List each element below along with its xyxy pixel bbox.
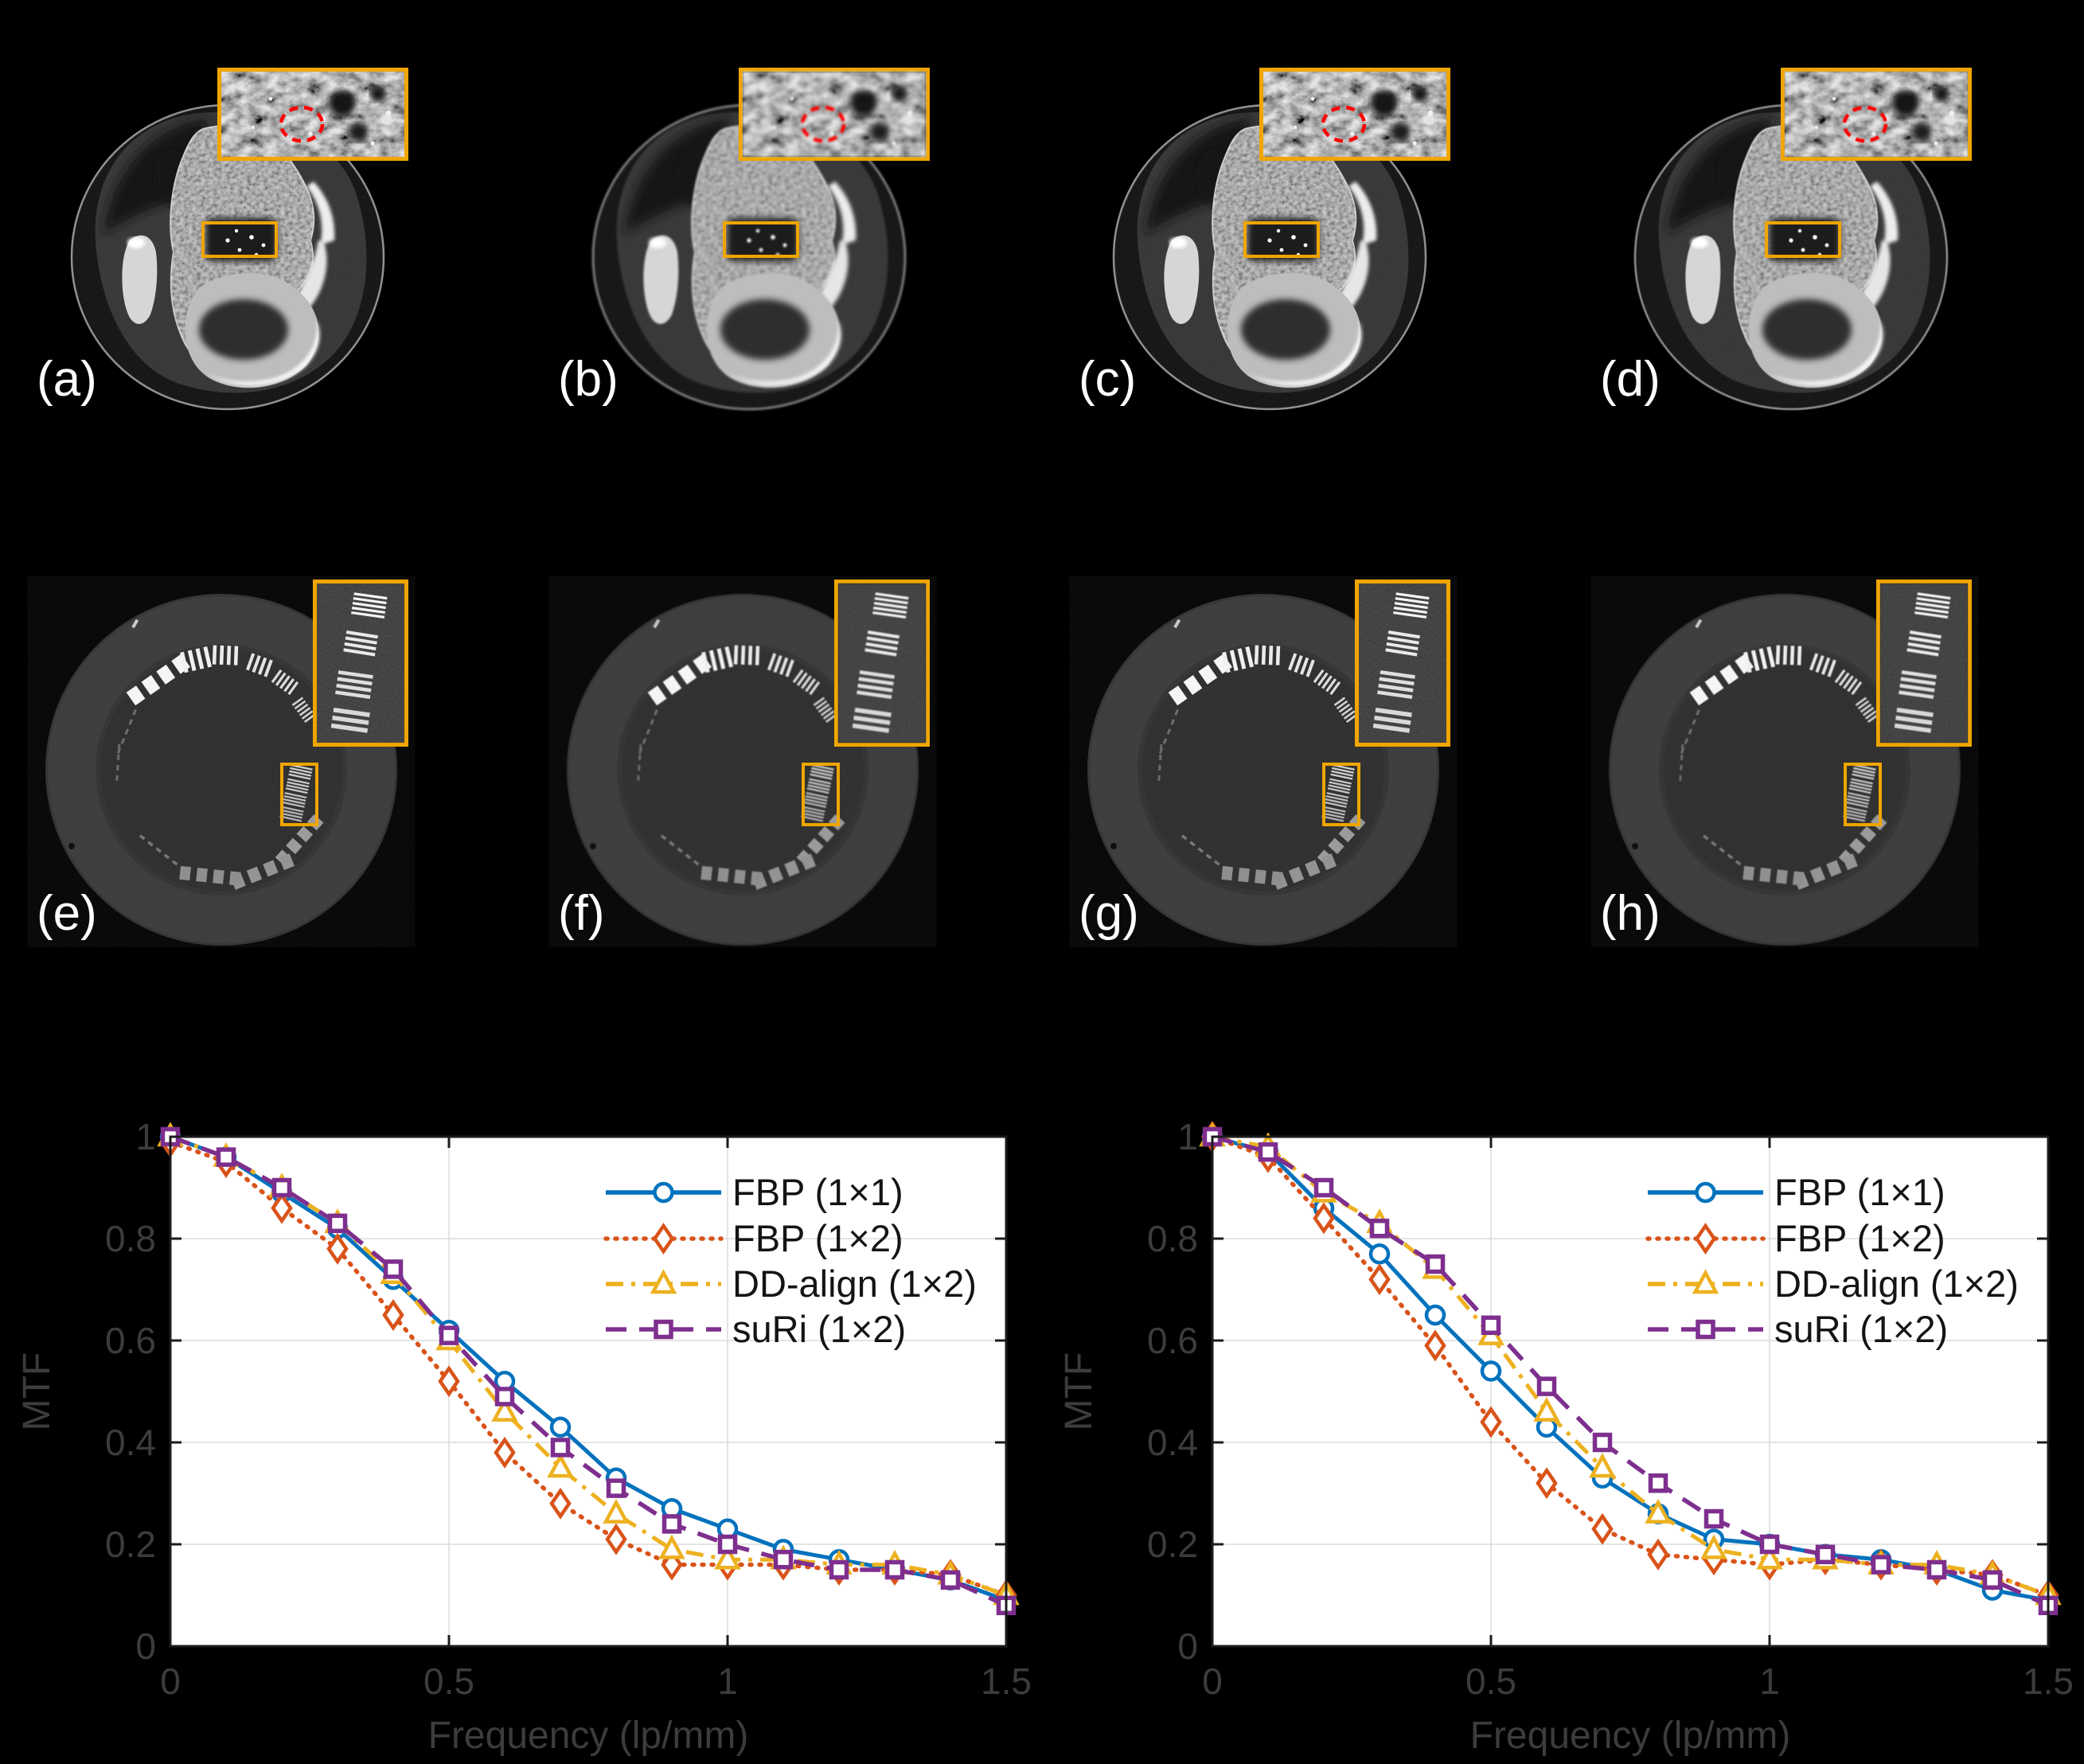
inset-detail-image bbox=[1359, 583, 1446, 743]
y-tick-label: 1 bbox=[135, 1116, 156, 1157]
x-tick-label: 1.5 bbox=[2023, 1661, 2074, 1702]
x-tick-label: 0 bbox=[160, 1661, 181, 1702]
legend-label: suRi (1×2) bbox=[732, 1308, 906, 1350]
x-axis-label: Frequency (lp/mm) bbox=[1470, 1715, 1791, 1757]
y-tick-label: 0 bbox=[135, 1625, 156, 1667]
axis-frame bbox=[169, 1135, 1008, 1648]
panel-label: (g) bbox=[1079, 886, 1139, 941]
x-tick-label: 0.5 bbox=[423, 1661, 474, 1702]
panel-c: (c) bbox=[1042, 2, 1563, 447]
panel-d: (d) bbox=[1563, 2, 2084, 447]
roi-box bbox=[1322, 763, 1360, 826]
zoom-inset bbox=[834, 580, 930, 747]
roi-box bbox=[802, 763, 840, 826]
y-tick-label: 0.8 bbox=[105, 1218, 156, 1259]
series-line bbox=[170, 1134, 1008, 1608]
y-axis-label: MTF bbox=[16, 1352, 58, 1431]
roi-box bbox=[201, 221, 278, 258]
panel-label: (e) bbox=[37, 886, 97, 941]
legend-label: FBP (1×2) bbox=[1774, 1217, 1945, 1259]
series-line bbox=[170, 1134, 1007, 1598]
panel-label: (h) bbox=[1600, 886, 1661, 941]
zoom-inset bbox=[739, 68, 930, 161]
panel-f: (f) bbox=[521, 557, 1042, 1003]
y-tick-label: 0.2 bbox=[1147, 1524, 1198, 1565]
inset-detail-image bbox=[1880, 583, 1968, 743]
x-tick-label: 1 bbox=[717, 1661, 738, 1702]
panel-label: (c) bbox=[1079, 352, 1137, 407]
mtf-chart-left: 0 0.5 1 1.5 0 0.2 0.4 0.6 0.8 1 Frequency (lp/mm) M… bbox=[16, 1116, 1032, 1757]
panel-b: (b) bbox=[521, 2, 1042, 447]
x-tick-label: 0 bbox=[1202, 1661, 1223, 1702]
panel-label: (f) bbox=[558, 886, 605, 941]
inset-detail-image bbox=[317, 583, 404, 743]
x-tick-label: 1.5 bbox=[981, 1661, 1032, 1702]
y-axis-label: MTF bbox=[1058, 1352, 1100, 1431]
inset-detail-image bbox=[1263, 72, 1446, 157]
zoom-inset bbox=[1781, 68, 1972, 161]
y-tick-label: 0.6 bbox=[105, 1320, 156, 1361]
panel-e: (e) bbox=[0, 557, 521, 1003]
legend-label: FBP (1×1) bbox=[1774, 1171, 1945, 1213]
panel-h: (h) bbox=[1563, 557, 2084, 1003]
x-axis-label: Frequency (lp/mm) bbox=[428, 1715, 749, 1757]
roi-box bbox=[1844, 763, 1882, 826]
series-line bbox=[1210, 1134, 2051, 1598]
panel-a: (a) bbox=[0, 2, 521, 447]
series-line bbox=[1212, 1134, 2049, 1598]
panel-g: (g) bbox=[1042, 557, 1563, 1003]
y-tick-label: 0.2 bbox=[105, 1524, 156, 1565]
y-tick-label: 0.4 bbox=[1147, 1422, 1198, 1463]
panel-label: (d) bbox=[1600, 352, 1661, 407]
zoom-inset bbox=[313, 580, 408, 747]
inset-detail-image bbox=[743, 72, 926, 157]
x-tick-label: 0.5 bbox=[1465, 1661, 1516, 1702]
y-tick-label: 0 bbox=[1177, 1625, 1198, 1667]
plot-area bbox=[170, 1137, 1006, 1646]
inset-detail-image bbox=[221, 72, 404, 157]
legend-label: FBP (1×2) bbox=[732, 1217, 903, 1259]
series-line bbox=[1212, 1134, 2049, 1602]
series-line bbox=[1212, 1134, 2050, 1608]
mtf-chart-right: 0 0.5 1 1.5 0 0.2 0.4 0.6 0.8 1 Frequency (lp/mm) M… bbox=[1058, 1116, 2074, 1757]
axis-frame bbox=[1211, 1135, 2050, 1648]
series-line bbox=[170, 1134, 1007, 1602]
panel-label: (a) bbox=[37, 352, 97, 407]
y-tick-label: 0.4 bbox=[105, 1422, 156, 1463]
roi-box bbox=[280, 763, 318, 826]
y-tick-label: 0.6 bbox=[1147, 1320, 1198, 1361]
roi-box bbox=[723, 221, 799, 258]
zoom-inset bbox=[1876, 580, 1972, 747]
panel-label: (b) bbox=[558, 352, 619, 407]
inset-detail-image bbox=[838, 583, 926, 743]
x-tick-label: 1 bbox=[1759, 1661, 1780, 1702]
roi-box bbox=[1243, 221, 1320, 258]
y-tick-label: 1 bbox=[1177, 1116, 1198, 1157]
legend-label: FBP (1×1) bbox=[732, 1171, 903, 1213]
legend-label: DD-align (1×2) bbox=[1774, 1263, 2019, 1305]
plot-area bbox=[1212, 1137, 2048, 1646]
legend-label: DD-align (1×2) bbox=[732, 1263, 977, 1305]
zoom-inset bbox=[1355, 580, 1450, 747]
y-tick-label: 0.8 bbox=[1147, 1218, 1198, 1259]
zoom-inset bbox=[1259, 68, 1450, 161]
inset-detail-image bbox=[1785, 72, 1968, 157]
roi-box bbox=[1765, 221, 1841, 258]
legend-label: suRi (1×2) bbox=[1774, 1308, 1948, 1350]
zoom-inset bbox=[217, 68, 408, 161]
